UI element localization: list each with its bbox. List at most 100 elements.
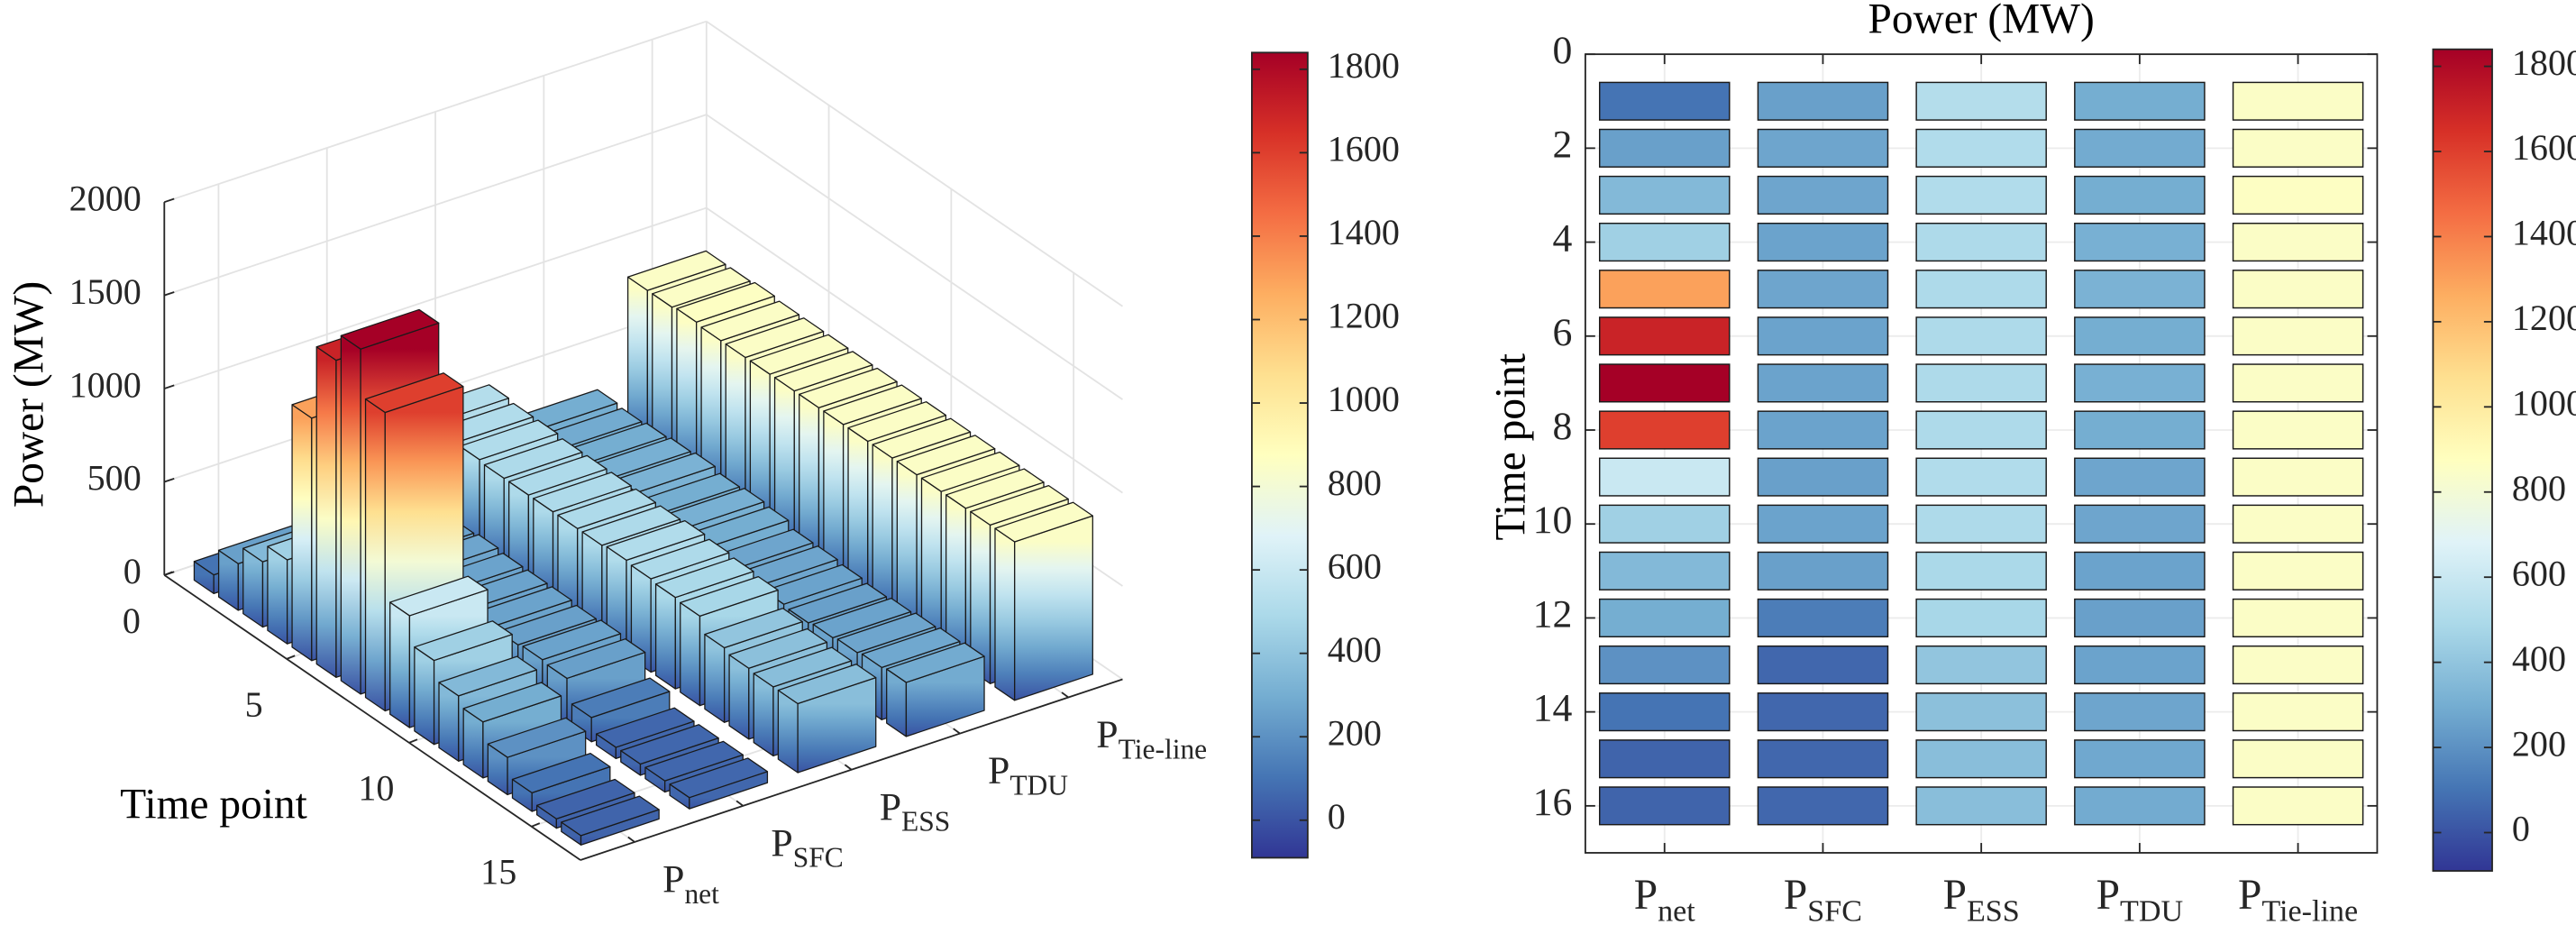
heatmap-cell [1757, 645, 1889, 685]
x-tick-label: 15 [480, 852, 516, 893]
heatmap-cell [1598, 645, 1731, 685]
heatmap-cell [2074, 223, 2206, 262]
y-tick-label: 0 [1552, 29, 1572, 72]
heatmap-cell [1915, 410, 2047, 450]
heatmap-cell [2232, 410, 2364, 450]
colorbar-tick-label: 1400 [2512, 213, 2576, 253]
heatmap-cell [1915, 739, 2047, 779]
label-sub: TDU [2120, 894, 2183, 928]
label-sub: ESS [1967, 894, 2020, 928]
bar-top [812, 597, 912, 638]
bar-side [753, 673, 774, 757]
y-tick-label: 14 [1533, 687, 1573, 730]
y-tick-label: 12 [1533, 592, 1573, 636]
colorbar-tick-label: 1600 [2512, 127, 2576, 168]
plot-frame [1584, 53, 2379, 854]
heatmap-cell [1598, 223, 1731, 262]
z-tick-label: 0 [123, 551, 142, 591]
bar-side [994, 527, 1016, 701]
bar-side [728, 654, 750, 740]
heatmap-cell [1598, 410, 1731, 450]
x-tick [408, 738, 418, 744]
heatmap-cell [2074, 128, 2206, 168]
category-label: PTDU [988, 749, 1068, 801]
bar-top [459, 419, 559, 461]
bar-top [595, 707, 695, 748]
heatmap-cell [1915, 223, 2047, 262]
heatmap-cell [1598, 363, 1731, 403]
bar-top [557, 488, 656, 529]
heatmap-cell [1757, 786, 1889, 826]
bar-top [773, 351, 873, 392]
category-label: Pnet [662, 858, 719, 911]
heatmap-cell [1915, 645, 2047, 685]
bar-top [606, 519, 706, 562]
colorbar-tick-label: 800 [2512, 468, 2566, 508]
z-tick-label: 1500 [69, 271, 142, 312]
bar-top [652, 267, 751, 308]
y-tick-label: 16 [1533, 781, 1573, 824]
y-tick-label: 4 [1552, 217, 1572, 261]
bar-top [414, 620, 513, 662]
series-tick [953, 728, 961, 735]
bar-top [630, 538, 730, 580]
heatmap-cell [1915, 457, 2047, 497]
bar-top [669, 757, 769, 799]
z-tick [164, 477, 175, 483]
heatmap-cell [1915, 363, 2047, 403]
bar-top [945, 468, 1045, 509]
x-tick [286, 655, 296, 660]
colorbar-tick-label: 600 [1328, 545, 1382, 586]
x-tick [163, 571, 173, 576]
heatmap-cell [1757, 457, 1889, 497]
bar-top [546, 638, 646, 680]
heatmap-cell [2074, 316, 2206, 356]
heatmap-cell [2074, 457, 2206, 497]
label-main: P [662, 858, 684, 902]
label-main: P [988, 749, 1009, 792]
heatmap-cell [1757, 739, 1889, 779]
heatmap-cell [2074, 410, 2206, 450]
heatmap-cell [1915, 504, 2047, 544]
colorbar-tick-label: 600 [2512, 553, 2566, 593]
heatmap-cell [1915, 175, 2047, 215]
heatmap-cell [2074, 81, 2206, 121]
bar-top [836, 612, 936, 654]
x-axis [163, 574, 581, 861]
heatmap-cell [1757, 175, 1889, 215]
bar-top [561, 795, 660, 837]
colorbar [2432, 48, 2493, 872]
x-axis-label: Time point [120, 782, 307, 829]
z-tick [164, 291, 175, 297]
z-tick-label: 1000 [69, 364, 142, 405]
colorbar-tick-label: 1200 [2512, 298, 2576, 338]
series-tick [735, 800, 744, 807]
heatmap-cell [2232, 175, 2364, 215]
grid-line [706, 206, 1123, 494]
label-sub: ESS [901, 806, 950, 838]
heatmap-cell [1757, 692, 1889, 732]
bar-top [483, 438, 583, 480]
colorbar [1250, 51, 1309, 859]
heatmap-cell [2232, 645, 2364, 685]
bar-top [536, 778, 635, 820]
z-tick-label: 500 [87, 458, 142, 499]
bar-top [896, 435, 996, 476]
bar-front [1014, 515, 1093, 701]
z-tick [164, 197, 175, 204]
colorbar-tick-label: 200 [1328, 712, 1382, 753]
category-label: PTie-line [1096, 713, 1207, 765]
heatmap-cell [2232, 786, 2364, 826]
bar-top [508, 454, 607, 496]
heatmap-cell [2232, 551, 2364, 591]
colorbar-tick-label: 400 [2512, 638, 2566, 679]
heatmap-cell [1757, 551, 1889, 591]
label-main: P [1634, 872, 1658, 919]
heatmap-cell [2232, 692, 2364, 732]
label-sub: SFC [793, 842, 844, 874]
bar-side [291, 404, 313, 662]
colorbar-tick-label: 0 [1328, 796, 1346, 837]
bar [561, 795, 660, 846]
bar-side [680, 601, 701, 707]
bar-top [994, 501, 1093, 543]
